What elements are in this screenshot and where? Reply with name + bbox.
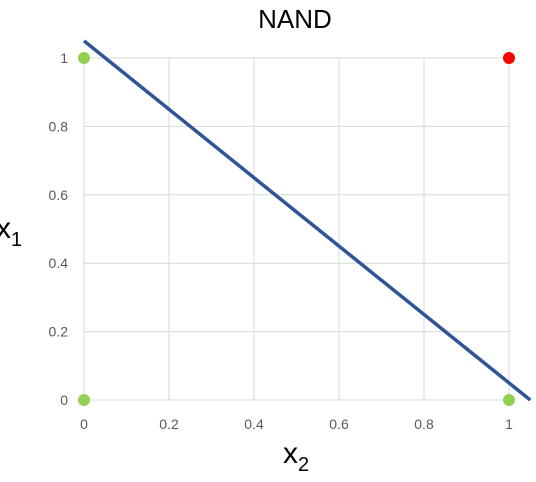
tick-labels: 0 0.2 0.4 0.6 0.8 1 0 0.2 0.4 0.6 0.8 1 bbox=[49, 50, 514, 432]
data-point bbox=[78, 394, 90, 406]
x-tick-label: 0.4 bbox=[244, 416, 264, 432]
x-axis-label-base: x bbox=[283, 437, 298, 470]
y-axis-label-subscript: 1 bbox=[11, 229, 23, 251]
x-tick-label: 1 bbox=[505, 416, 513, 432]
y-axis-label: x1 bbox=[0, 212, 22, 252]
chart-title: NAND bbox=[258, 4, 332, 34]
y-tick-label: 0 bbox=[60, 392, 68, 408]
x-tick-label: 0.8 bbox=[414, 416, 434, 432]
x-tick-label: 0.2 bbox=[159, 416, 179, 432]
y-tick-label: 0.4 bbox=[49, 255, 69, 271]
gridlines bbox=[83, 57, 510, 401]
y-tick-label: 0.2 bbox=[49, 324, 69, 340]
y-tick-label: 1 bbox=[60, 50, 68, 66]
boundary-line bbox=[82, 39, 532, 402]
data-points bbox=[78, 52, 515, 406]
x-tick-label: 0 bbox=[80, 416, 88, 432]
x-axis-label: x2 bbox=[283, 437, 309, 477]
y-tick-label: 0.6 bbox=[49, 187, 69, 203]
data-point bbox=[78, 52, 90, 64]
decision-boundary bbox=[82, 39, 532, 402]
x-axis-label-subscript: 2 bbox=[298, 454, 310, 476]
data-point bbox=[503, 52, 515, 64]
y-tick-label: 0.8 bbox=[49, 118, 69, 134]
y-axis-label-base: x bbox=[0, 212, 11, 245]
x-tick-label: 0.6 bbox=[329, 416, 349, 432]
data-point bbox=[503, 394, 515, 406]
